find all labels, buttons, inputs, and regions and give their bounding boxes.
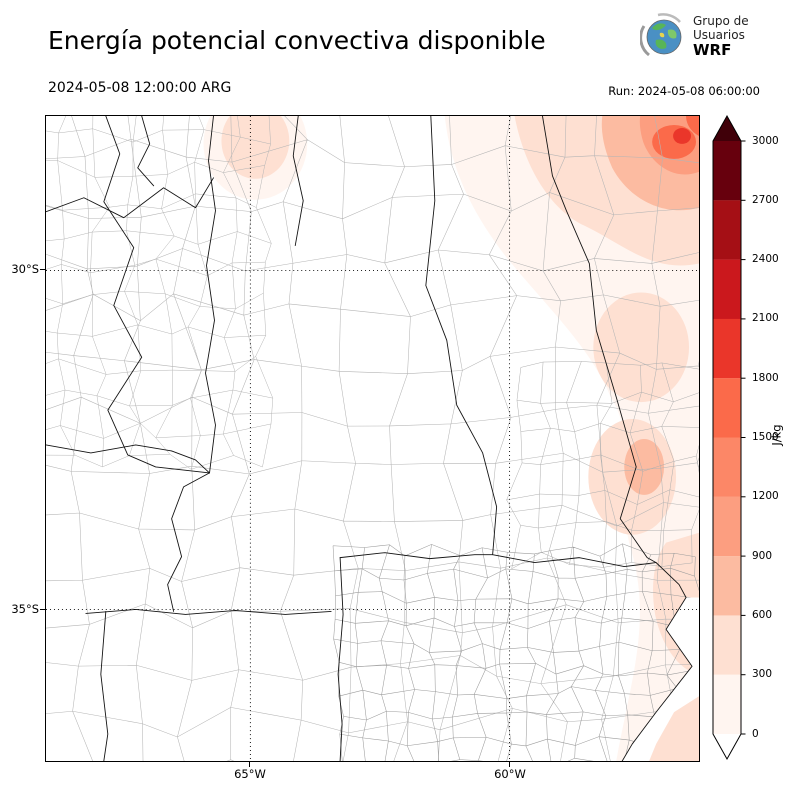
colorbar-segment — [713, 615, 741, 675]
colorbar-segment — [713, 141, 741, 201]
colorbar-segment — [713, 200, 741, 260]
colorbar-segment — [713, 674, 741, 734]
run-time-label: Run: 2024-05-08 06:00:00 — [608, 84, 760, 98]
department-boundary-mesh — [46, 116, 699, 761]
colorbar-tick-marks — [741, 140, 746, 735]
colorbar-tick-label: 600 — [752, 609, 773, 621]
colorbar-tick-label: 3000 — [752, 135, 779, 147]
axis-tick-mark — [40, 609, 45, 610]
colorbar-tick-label: 300 — [752, 668, 773, 680]
colorbar-tick-label: 1200 — [752, 490, 779, 502]
axis-tick-mark — [249, 762, 250, 767]
colorbar-tick-label: 2400 — [752, 253, 779, 265]
colorbar-tick-label: 1800 — [752, 372, 779, 384]
logo-text-wrf: WRF — [693, 41, 732, 60]
colorbar-segment — [713, 496, 741, 557]
logo-text-line1: Grupo de — [693, 14, 749, 28]
colorbar-segment — [713, 437, 741, 497]
colorbar-tick-label: 0 — [752, 728, 759, 740]
lon-tick-label-60w: 60°W — [494, 767, 526, 781]
cape-field-600-900 — [624, 438, 665, 495]
colorbar-tick-label: 2100 — [752, 312, 779, 324]
cape-field-1800-2100 — [673, 127, 692, 144]
colorbar-segment — [713, 556, 741, 616]
colorbar-tick-label: 2700 — [752, 194, 779, 206]
logo-text-line2: Usuarios — [693, 28, 745, 43]
colorbar-segment — [713, 259, 741, 319]
department-boundaries — [332, 543, 699, 761]
valid-time-label: 2024-05-08 12:00:00 ARG — [48, 80, 232, 96]
department-boundaries — [46, 116, 699, 761]
wrf-logo: Grupo de Usuarios WRF — [640, 13, 749, 61]
colorbar-unit-label: J/kg — [769, 424, 784, 446]
lat-tick-label-30s: 30°S — [11, 262, 39, 276]
map-panel — [45, 115, 700, 762]
cape-field-300-600 — [221, 116, 290, 179]
province-borders — [46, 116, 693, 761]
cape-field-0-300 — [444, 116, 699, 761]
colorbar-tick-label: 1500 — [752, 431, 779, 443]
colorbar — [712, 115, 746, 761]
cape-shading — [203, 116, 699, 761]
colorbar-over-arrow — [713, 116, 741, 141]
colorbar-segment — [713, 318, 741, 379]
page-title: Energía potencial convectiva disponible — [48, 26, 546, 55]
cape-field-1500-1800 — [652, 124, 697, 159]
cape-field-300-600 — [593, 292, 690, 403]
lon-tick-label-65w: 65°W — [234, 767, 266, 781]
axis-tick-mark — [40, 269, 45, 270]
axis-tick-mark — [509, 762, 510, 767]
department-boundaries — [46, 116, 274, 470]
lat-tick-label-35s: 35°S — [11, 602, 39, 616]
globe-icon — [640, 13, 682, 57]
colorbar-tick-label: 900 — [752, 550, 773, 562]
colorbar-segment — [713, 378, 741, 438]
cape-corner-patch — [649, 696, 699, 761]
colorbar-under-arrow — [713, 734, 741, 759]
cape-field-1500-1800 — [686, 116, 699, 136]
